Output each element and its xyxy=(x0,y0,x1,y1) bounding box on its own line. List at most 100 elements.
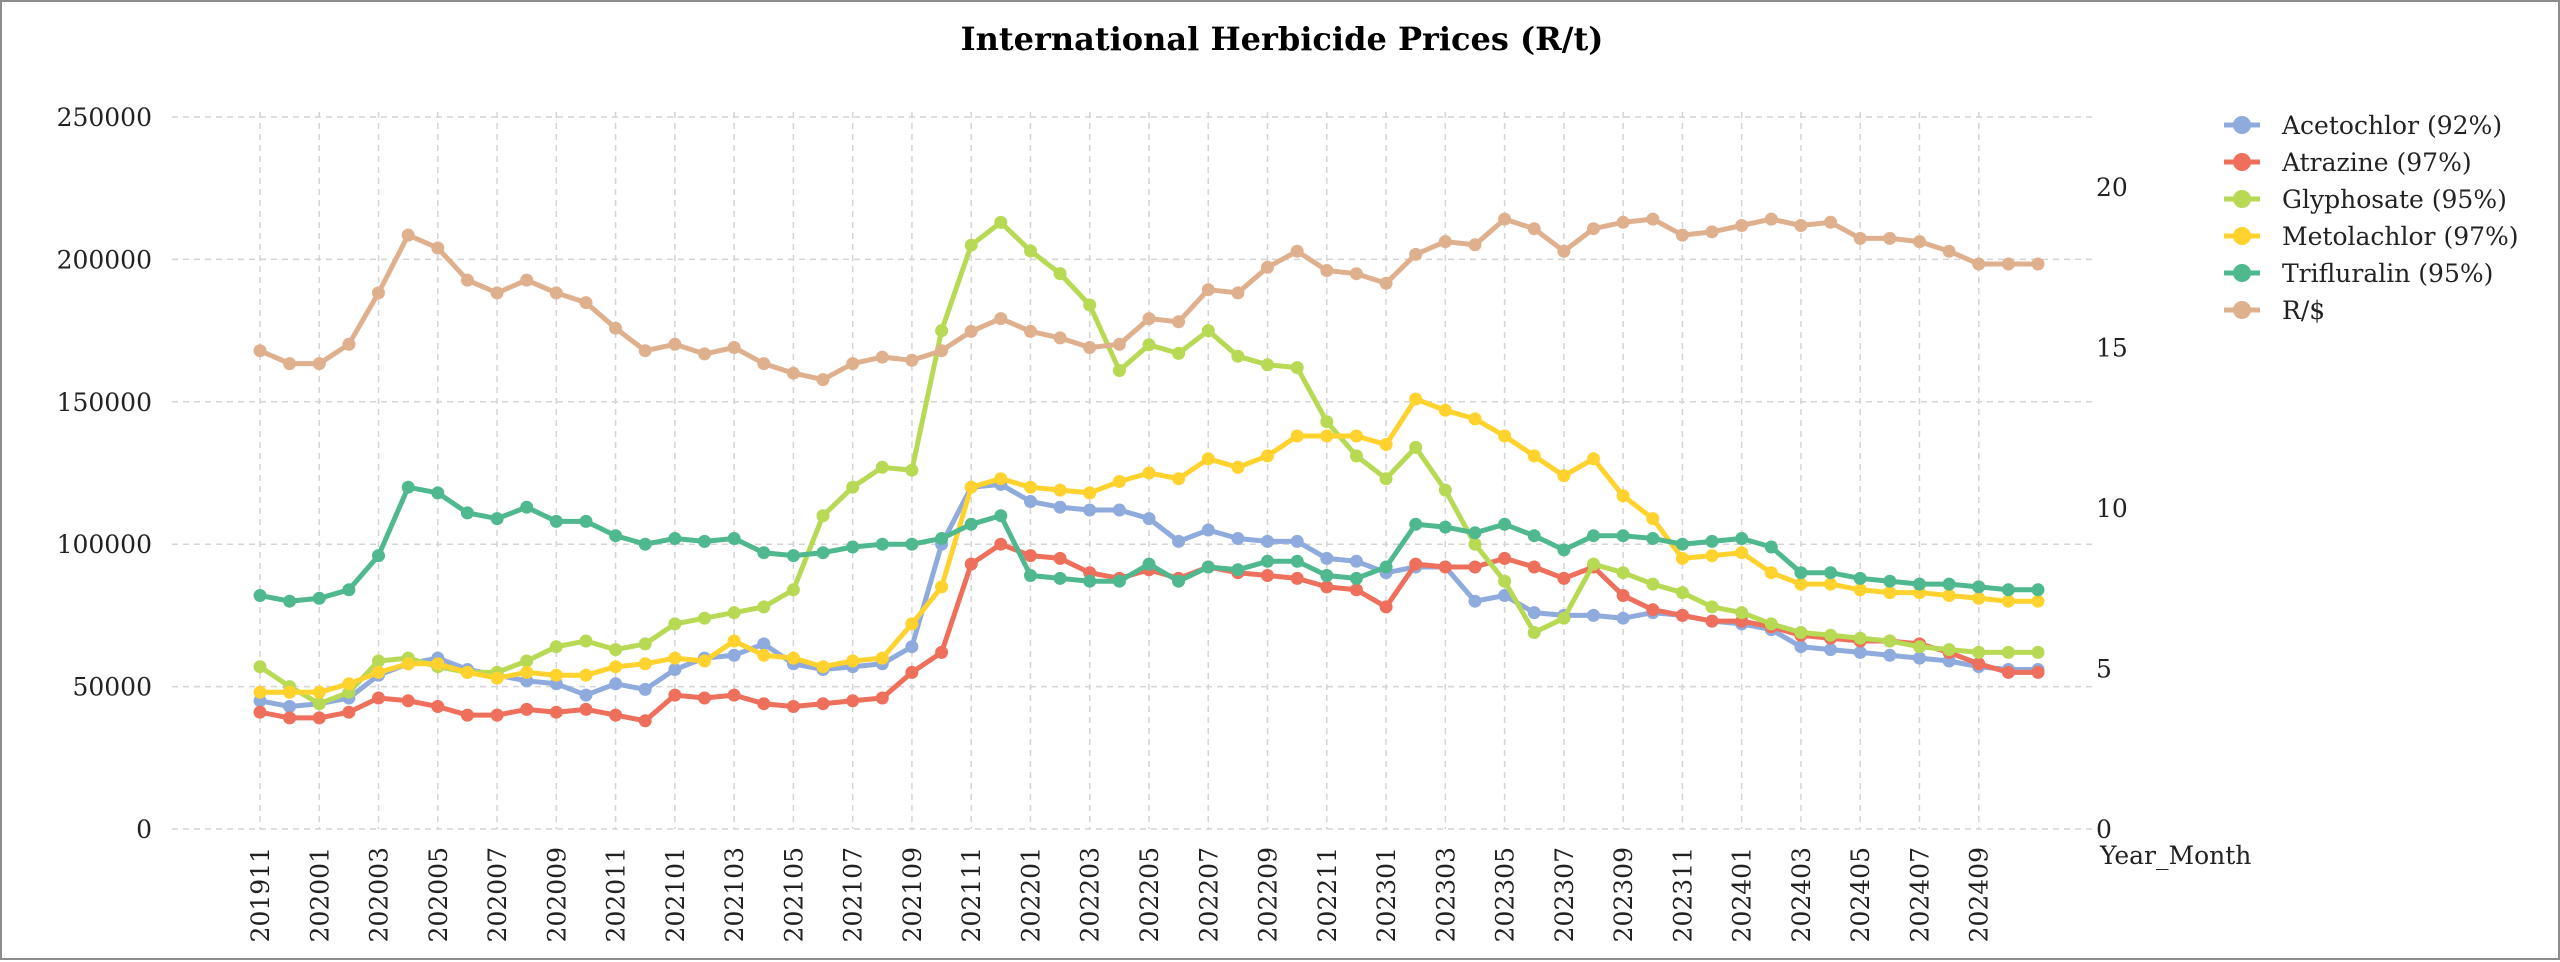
data-point xyxy=(2001,645,2015,659)
data-point xyxy=(1794,566,1808,580)
data-point xyxy=(905,353,919,367)
data-point xyxy=(342,705,356,719)
data-point xyxy=(935,324,949,338)
data-point xyxy=(727,688,741,702)
data-point xyxy=(342,583,356,597)
data-point xyxy=(312,591,326,605)
data-point xyxy=(1587,608,1600,622)
y-tick-label-right: 10 xyxy=(2096,494,2128,523)
data-point xyxy=(1646,577,1660,591)
data-point xyxy=(994,537,1008,551)
data-point xyxy=(1527,626,1541,639)
data-point xyxy=(698,691,711,705)
data-point xyxy=(1646,212,1660,226)
data-point xyxy=(1053,331,1067,345)
x-tick-label: 202201 xyxy=(1016,847,1045,942)
data-point xyxy=(1557,469,1571,483)
data-point xyxy=(342,337,356,351)
data-point xyxy=(520,665,534,679)
data-point xyxy=(1290,571,1304,585)
data-point xyxy=(460,506,474,520)
data-point xyxy=(905,640,919,654)
data-point xyxy=(431,700,445,713)
chart-title: International Herbicide Prices (R/t) xyxy=(961,20,1604,58)
y-tick-label-right: 15 xyxy=(2096,334,2128,363)
data-point xyxy=(638,682,652,696)
data-point xyxy=(1053,551,1067,565)
data-point xyxy=(1083,503,1097,517)
x-tick-label: 202103 xyxy=(720,847,749,942)
data-point xyxy=(875,537,889,551)
data-point xyxy=(1616,566,1630,580)
data-point xyxy=(1527,606,1541,620)
x-tick-label: 202101 xyxy=(661,847,690,942)
data-point xyxy=(1794,577,1808,591)
data-point xyxy=(372,286,385,300)
data-point xyxy=(1913,577,1926,591)
data-point xyxy=(935,645,949,659)
data-point xyxy=(1853,645,1867,659)
data-point xyxy=(609,660,623,674)
legend-label: Metolachlor (97%) xyxy=(2282,222,2519,251)
data-point xyxy=(1379,438,1393,451)
data-point xyxy=(1675,537,1689,551)
data-point xyxy=(994,472,1008,486)
data-point xyxy=(312,357,326,371)
data-point xyxy=(994,509,1008,523)
data-point xyxy=(283,711,297,725)
data-point xyxy=(460,665,474,679)
data-point xyxy=(1112,337,1126,351)
x-tick-label: 202009 xyxy=(542,847,571,942)
data-point xyxy=(1231,460,1245,474)
data-point xyxy=(253,344,267,358)
data-point xyxy=(579,296,593,310)
data-point xyxy=(1379,472,1393,486)
data-point xyxy=(520,500,534,514)
data-point xyxy=(1172,574,1186,588)
data-point xyxy=(1349,571,1363,585)
legend-marker xyxy=(2233,190,2251,208)
data-point xyxy=(1438,483,1452,497)
data-point xyxy=(1883,574,1897,588)
x-tick-label: 202311 xyxy=(1668,847,1697,942)
legend-item: Trifluralin (95%) xyxy=(2224,259,2493,288)
data-point xyxy=(520,654,534,668)
legend-item: Atrazine (97%) xyxy=(2224,148,2472,177)
data-point xyxy=(1201,560,1215,574)
data-point xyxy=(668,663,682,676)
data-point xyxy=(1616,611,1630,625)
data-point xyxy=(816,697,830,711)
data-point xyxy=(283,357,297,371)
data-point xyxy=(609,677,623,691)
data-point xyxy=(1201,324,1215,338)
data-point xyxy=(460,273,474,287)
x-tick-label: 202301 xyxy=(1372,847,1401,942)
data-point xyxy=(1824,566,1838,580)
data-point xyxy=(1320,551,1334,565)
x-tick-label: 202401 xyxy=(1728,847,1757,942)
data-point xyxy=(786,583,800,597)
data-point xyxy=(846,540,860,554)
data-point xyxy=(727,532,741,545)
data-point xyxy=(1083,298,1097,312)
data-point xyxy=(1261,260,1274,274)
data-point xyxy=(609,708,623,722)
data-point xyxy=(1557,571,1571,585)
x-tick-label: 202305 xyxy=(1491,847,1520,942)
data-point xyxy=(1024,244,1037,258)
data-point xyxy=(1349,554,1363,568)
data-point xyxy=(1142,512,1156,526)
data-point xyxy=(2001,594,2015,608)
x-tick-label: 202011 xyxy=(602,847,631,942)
data-point xyxy=(372,549,385,563)
data-point xyxy=(490,708,504,722)
data-point xyxy=(698,611,711,625)
data-point xyxy=(1172,315,1186,329)
data-point xyxy=(1972,580,1986,594)
legend-label: R/$ xyxy=(2282,296,2325,325)
x-tick-label: 202205 xyxy=(1135,847,1164,942)
data-point xyxy=(1646,603,1660,617)
data-point xyxy=(1972,645,1986,659)
data-point xyxy=(668,617,682,631)
data-point xyxy=(875,691,889,705)
